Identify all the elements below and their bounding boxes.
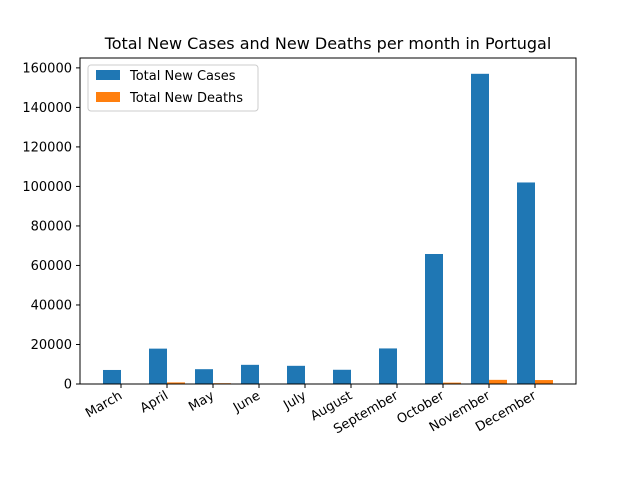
legend-swatch-deaths [96, 92, 120, 102]
bar-cases-october [425, 253, 443, 384]
y-tick-label: 100000 [22, 180, 72, 195]
bar-cases-november [471, 73, 489, 384]
y-tick-label: 40000 [31, 298, 72, 313]
legend-box [87, 64, 259, 112]
x-tick-label-june: June [230, 388, 263, 416]
legend-label-cases: Total New Cases [129, 69, 236, 84]
bar-deaths-november [489, 379, 507, 384]
x-axis: March April May June July AugustSeptemberOcto… [83, 384, 540, 437]
bar-cases-may [195, 369, 213, 384]
y-tick-label: 20000 [31, 338, 72, 353]
x-tick-label-march: March [83, 388, 125, 421]
y-tick-label: 120000 [22, 140, 72, 155]
y-tick-label: 0 [64, 378, 72, 393]
bar-cases-april [149, 348, 167, 384]
x-tick-label-july: July [280, 388, 309, 413]
plot-frame [79, 57, 577, 385]
bar-deaths-december [535, 380, 553, 384]
bar-cases-august [333, 369, 351, 384]
y-tick-label: 160000 [22, 61, 72, 76]
bar-cases-september [379, 348, 397, 384]
legend-label-deaths: Total New Deaths [129, 91, 243, 106]
bar-cases-december [517, 182, 535, 384]
legend: Total New Cases Total New Deaths [87, 64, 259, 112]
y-axis: 0 20000 40000 60000 80000 100000 120000 140000 1… [22, 61, 80, 393]
bar-deaths-april [167, 382, 185, 384]
bar-deaths-october [443, 382, 461, 384]
bar-cases-june [241, 364, 259, 384]
x-tick-label-april: April [138, 388, 171, 416]
y-tick-label: 140000 [22, 101, 72, 116]
legend-swatch-cases [96, 70, 120, 80]
bar-cases-july [287, 365, 305, 384]
bar-cases-march [103, 369, 121, 384]
x-tick-label-may: May [186, 388, 217, 415]
y-tick-label: 60000 [31, 259, 72, 274]
chart-title: Total New Cases and New Deaths per month… [104, 34, 552, 53]
bars-layer [103, 73, 553, 384]
y-tick-label: 80000 [31, 219, 72, 234]
